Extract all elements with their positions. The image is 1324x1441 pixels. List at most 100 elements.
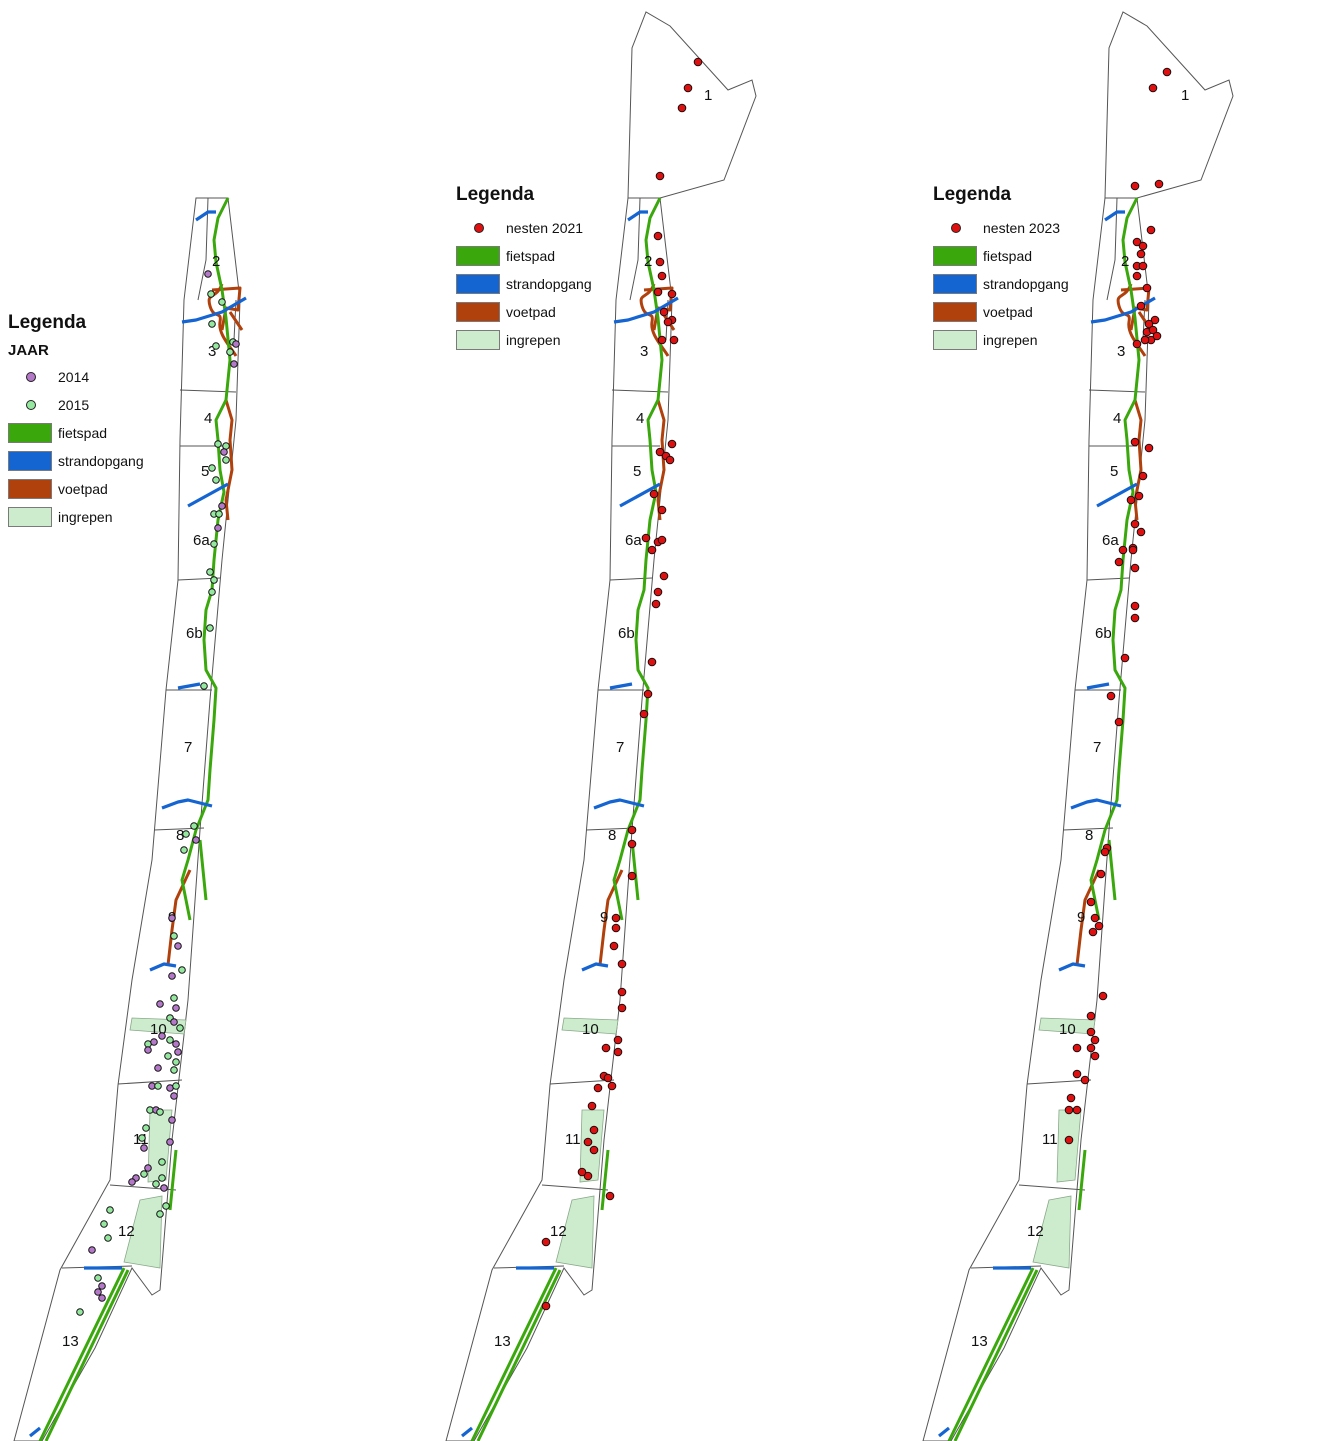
nest-marker xyxy=(204,270,212,278)
nest-marker xyxy=(190,822,198,830)
nest-marker xyxy=(170,1066,178,1074)
nest-marker xyxy=(88,1246,96,1254)
section-label-3: 3 xyxy=(208,343,216,360)
area-map-2023: 2 3 4 5 6a 6b 7 8 9 10 11 12 13 1 xyxy=(922,11,1234,1441)
nest-marker xyxy=(140,1170,148,1178)
nest-marker xyxy=(683,83,693,93)
section-label-3: 3 xyxy=(1117,343,1125,360)
fietspad-swatch xyxy=(8,423,52,443)
ingrepen-swatch xyxy=(8,507,52,527)
nest-marker xyxy=(156,1000,164,1008)
nest-marker xyxy=(208,464,216,472)
nest-marker xyxy=(98,1282,106,1290)
nest-marker xyxy=(1140,335,1150,345)
nest-marker xyxy=(657,271,667,281)
ingrepen-swatch xyxy=(456,330,500,350)
nest-2015-symbol xyxy=(8,395,52,415)
nest-marker xyxy=(1154,179,1164,189)
nest-marker xyxy=(128,1178,136,1186)
nest-marker xyxy=(1132,237,1142,247)
strandopgang-path xyxy=(1058,962,1086,972)
nest-marker xyxy=(106,1206,114,1214)
ingrepen-swatch xyxy=(933,330,977,350)
section-label-12: 12 xyxy=(118,1223,135,1240)
strandopgang-swatch xyxy=(933,274,977,294)
section-label-6a: 6a xyxy=(625,532,642,549)
section-label-10: 10 xyxy=(582,1021,599,1038)
strandopgang-path xyxy=(177,682,201,690)
nest-marker xyxy=(617,987,627,997)
nest-marker xyxy=(643,689,653,699)
voetpad-swatch xyxy=(8,479,52,499)
nest-marker xyxy=(168,972,176,980)
fietspad-path xyxy=(198,839,208,901)
nest-marker xyxy=(168,914,176,922)
nest-marker xyxy=(94,1274,102,1282)
nest-marker xyxy=(206,568,214,576)
ingrepen-area xyxy=(555,1195,595,1269)
legend-item-fietspad: fietspad xyxy=(933,242,1069,270)
nest-marker xyxy=(76,1308,84,1316)
nest-marker xyxy=(156,1210,164,1218)
strandopgang-path xyxy=(461,1426,473,1438)
strandopgang-path xyxy=(609,682,633,690)
ingrepen-area xyxy=(561,1017,619,1035)
voetpad-swatch xyxy=(456,302,500,322)
nest-marker xyxy=(218,298,226,306)
map-geometry: 2 3 4 5 6a 6b 7 8 9 10 11 12 13 1 xyxy=(922,11,1234,1441)
strandopgang-path xyxy=(938,1426,950,1438)
nest-marker xyxy=(1138,241,1148,251)
fietspad-path xyxy=(953,1269,1039,1441)
nest-marker xyxy=(593,1083,603,1093)
nest-marker xyxy=(142,1124,150,1132)
section-label-4: 4 xyxy=(636,410,644,427)
nest-marker xyxy=(1146,225,1156,235)
nest-marker xyxy=(655,171,665,181)
nest-marker xyxy=(617,1003,627,1013)
section-label-7: 7 xyxy=(184,739,192,756)
section-divider xyxy=(549,1079,615,1085)
nest-marker xyxy=(174,942,182,950)
legend-item-strandopgang: strandopgang xyxy=(8,447,144,475)
nest-marker xyxy=(617,959,627,969)
section-label-13: 13 xyxy=(494,1333,511,1350)
nest-marker xyxy=(1088,927,1098,937)
nest-marker xyxy=(152,1180,160,1188)
section-divider xyxy=(541,1184,609,1191)
nest-marker xyxy=(1136,527,1146,537)
nest-marker xyxy=(166,1036,174,1044)
legend-item-voetpad: voetpad xyxy=(456,298,592,326)
nest-marker xyxy=(214,524,222,532)
nest-marker xyxy=(583,1137,593,1147)
legend: Legenda nesten 2023 fietspad strandopgan… xyxy=(933,184,1069,354)
strandopgang-path xyxy=(1096,482,1138,508)
nest-marker xyxy=(182,830,190,838)
nest-marker xyxy=(653,287,663,297)
nest-marker xyxy=(1130,613,1140,623)
voetpad-swatch xyxy=(933,302,977,322)
nest-marker xyxy=(214,440,222,448)
nest-marker xyxy=(1098,991,1108,1001)
nest-marker xyxy=(1144,443,1154,453)
nest-marker xyxy=(1130,519,1140,529)
nest-marker xyxy=(627,839,637,849)
section-label-11: 11 xyxy=(1042,1131,1058,1148)
section-label-6b: 6b xyxy=(1095,625,1112,642)
nest-marker xyxy=(192,836,200,844)
section-label-13: 13 xyxy=(62,1333,79,1350)
nest-marker xyxy=(653,231,663,241)
boundary-line xyxy=(1105,197,1118,301)
nest-marker xyxy=(1066,1093,1076,1103)
legend-label: ingrepen xyxy=(983,332,1038,348)
nest-marker xyxy=(601,1043,611,1053)
strandopgang-path xyxy=(187,482,229,508)
section-label-8: 8 xyxy=(1085,827,1093,844)
legend-label: strandopgang xyxy=(506,276,592,292)
nest-marker xyxy=(1072,1069,1082,1079)
nest-marker xyxy=(639,709,649,719)
section-label-7: 7 xyxy=(1093,739,1101,756)
legend-label: voetpad xyxy=(506,304,556,320)
nest-marker xyxy=(158,1158,166,1166)
nest-marker xyxy=(1090,913,1100,923)
